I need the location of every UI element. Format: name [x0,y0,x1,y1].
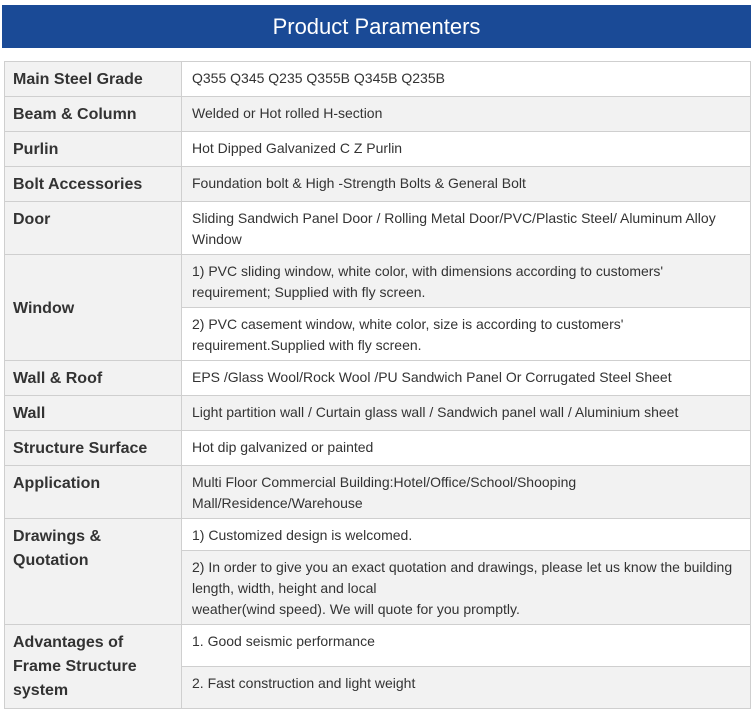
table-row: 2) In order to give you an exact quotati… [5,550,751,625]
table-row: Bolt Accessories Foundation bolt & High … [4,166,751,202]
row-value: 2) In order to give you an exact quotati… [181,550,751,625]
table-row: Application Multi Floor Commercial Build… [4,465,751,519]
row-label: Application [4,465,182,519]
page-title: Product Paramenters [2,5,751,48]
table-row: Beam & Column Welded or Hot rolled H-sec… [4,96,751,132]
row-label: Bolt Accessories [4,166,182,202]
row-value: Foundation bolt & High -Strength Bolts &… [181,166,751,202]
row-label: Advantages of Frame Structure system [4,624,182,709]
row-label: Structure Surface [4,430,182,466]
table-row: Main Steel Grade Q355 Q345 Q235 Q355B Q3… [4,61,751,97]
quotation-text-continued: weather(wind speed). We will quote for y… [192,601,520,617]
row-label: Wall & Roof [4,360,182,396]
row-label: Beam & Column [4,96,182,132]
row-value: Hot dip galvanized or painted [181,430,751,466]
table-row: 2) PVC casement window, white color, siz… [5,307,751,361]
row-label: Purlin [4,131,182,167]
table-row: Wall & Roof EPS /Glass Wool/Rock Wool /P… [4,360,751,396]
row-value: Q355 Q345 Q235 Q355B Q345B Q235B [181,61,751,97]
row-label: Door [4,201,182,255]
table-row: Drawings & Quotation 1) Customized desig… [4,518,751,625]
row-value: 1. Good seismic performance [181,624,751,667]
row-value: 2) PVC casement window, white color, siz… [181,307,751,361]
row-label: Drawings & Quotation [4,518,182,625]
row-value: Multi Floor Commercial Building:Hotel/Of… [181,465,751,519]
table-row: Structure Surface Hot dip galvanized or … [4,430,751,466]
row-label: Window [4,254,182,361]
row-value: 1) Customized design is welcomed. [181,518,751,551]
row-label: Main Steel Grade [4,61,182,97]
row-value: 2. Fast construction and light weight [181,666,751,709]
row-value: Light partition wall / Curtain glass wal… [181,395,751,431]
row-value: Sliding Sandwich Panel Door / Rolling Me… [181,201,751,255]
row-value: Hot Dipped Galvanized C Z Purlin [181,131,751,167]
row-label: Wall [4,395,182,431]
table-row: Advantages of Frame Structure system 1. … [4,624,751,709]
row-value: Welded or Hot rolled H-section [181,96,751,132]
table-row: Purlin Hot Dipped Galvanized C Z Purlin [4,131,751,167]
table-row: Door Sliding Sandwich Panel Door / Rolli… [4,201,751,255]
table-row: Window 1) PVC sliding window, white colo… [4,254,751,361]
quotation-text: 2) In order to give you an exact quotati… [192,559,733,596]
table-row: Wall Light partition wall / Curtain glas… [4,395,751,431]
row-value: EPS /Glass Wool/Rock Wool /PU Sandwich P… [181,360,751,396]
product-parameters-table: Main Steel Grade Q355 Q345 Q235 Q355B Q3… [4,61,751,709]
row-value: 1) PVC sliding window, white color, with… [181,254,751,308]
